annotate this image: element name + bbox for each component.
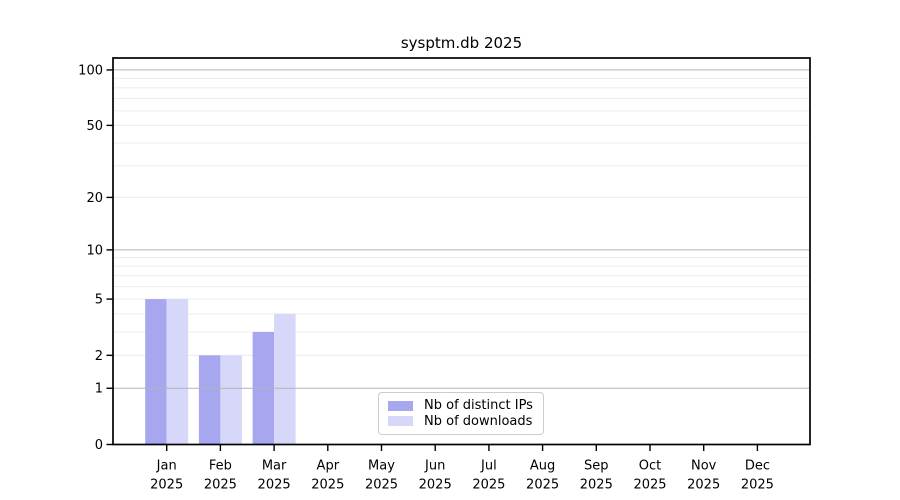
axes-frame [112,57,811,446]
x-tick-label-month: Feb [209,459,232,474]
bar-feb-downloads [220,355,242,445]
bar-feb-distinct-ips [198,355,221,445]
x-tick-label-year: 2025 [419,478,452,493]
x-tick-label-month: Nov [691,459,717,474]
y-tick-label: 1 [95,382,103,397]
x-tick-label-month: May [368,459,395,474]
x-tick-label-month: Jul [480,459,497,474]
x-tick-label-month: Mar [262,459,287,474]
x-tick-label-year: 2025 [580,478,613,493]
x-tick-label-month: Jan [156,459,177,474]
chart-title: sysptm.db 2025 [400,34,523,52]
x-tick-label-month: Aug [530,459,555,474]
y-tick-label: 10 [86,243,103,258]
legend-swatch-icon [388,416,413,427]
legend-item-label: Nb of downloads [424,413,533,429]
y-tick-label: 50 [86,119,103,134]
x-tick-label-year: 2025 [741,478,774,493]
legend-item: Nb of distinct IPs [388,399,534,412]
x-tick-label-year: 2025 [687,478,720,493]
x-tick-label-year: 2025 [258,478,291,493]
legend: Nb of distinct IPs Nb of downloads [378,392,544,435]
y-tick-label: 5 [95,293,103,308]
x-tick-label-month: Apr [317,459,340,474]
y-tick-label: 2 [95,349,103,364]
x-tick-label-year: 2025 [526,478,559,493]
x-tick-label-year: 2025 [150,478,183,493]
x-tick-label-year: 2025 [365,478,398,493]
x-tick-label-month: Sep [584,459,609,474]
legend-item-label: Nb of distinct IPs [424,398,533,414]
y-tick-label: 20 [86,191,103,206]
x-tick-label-month: Dec [745,459,770,474]
legend-item: Nb of downloads [388,415,534,428]
bar-jan-downloads [166,299,189,445]
y-tick-label: 0 [95,438,103,453]
x-tick-label-month: Jun [424,459,445,474]
x-tick-label-year: 2025 [311,478,344,493]
y-tick-label: 100 [78,63,103,78]
x-tick-label-year: 2025 [472,478,505,493]
x-tick-label-month: Oct [639,459,661,474]
x-tick-label-year: 2025 [204,478,237,493]
legend-swatch-icon [388,400,413,411]
bar-mar-downloads [274,313,296,445]
bar-jan-distinct-ips [145,299,167,445]
x-tick-label-year: 2025 [633,478,666,493]
